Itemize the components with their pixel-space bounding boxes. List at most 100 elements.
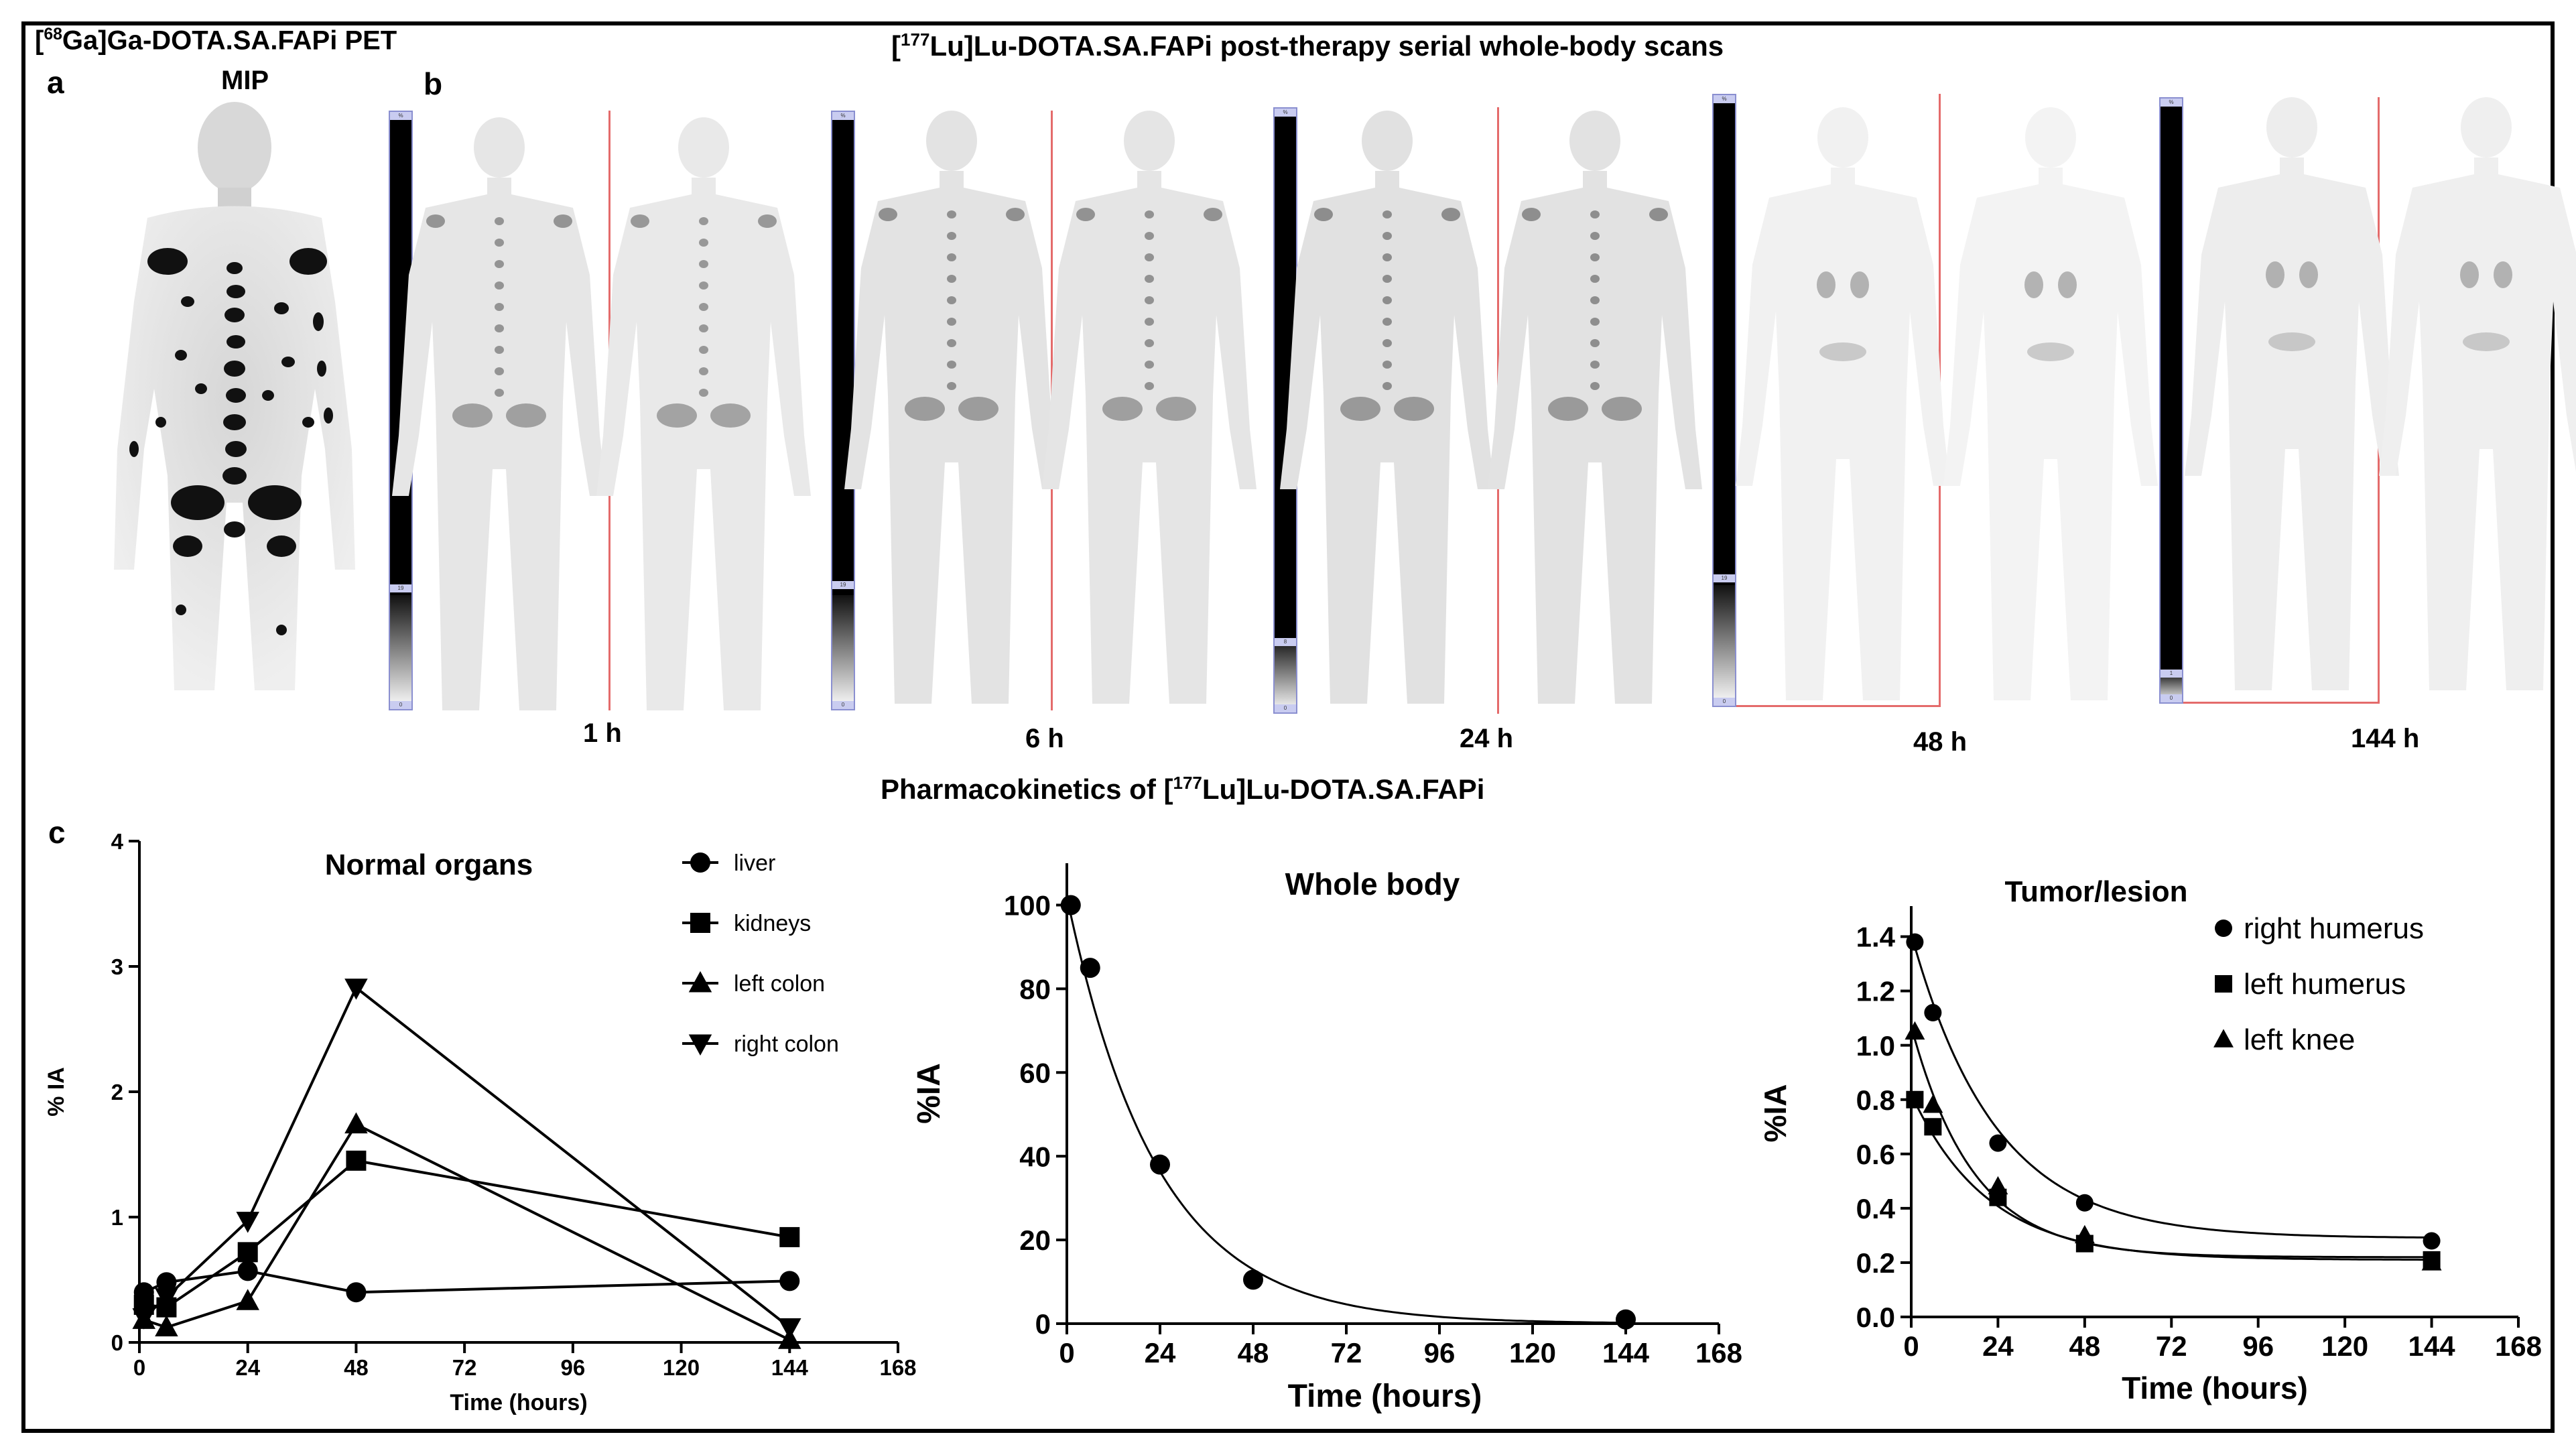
- series-left-humerus: left humerus: [1906, 968, 2441, 1269]
- scan-view: [2185, 97, 2399, 690]
- chart-title: Whole body: [1285, 867, 1460, 901]
- fit-curve: [1910, 934, 2432, 1239]
- y-tick-label: 80: [1019, 973, 1051, 1005]
- chart-title: Tumor/lesion: [2005, 875, 2188, 908]
- panel-a-title-text: Ga]Ga-DOTA.SA.FAPi PET: [62, 25, 397, 56]
- timepoint-label-1h: 1 h: [583, 718, 622, 748]
- data-point: [2423, 1232, 2441, 1250]
- y-tick-label: 1.0: [1856, 1030, 1895, 1062]
- x-tick-label: 120: [1509, 1337, 1556, 1369]
- data-point: [1924, 1118, 1942, 1136]
- color-scale-bar: % 1 0: [2159, 97, 2183, 704]
- scan-view: [844, 111, 1059, 704]
- x-tick-label: 0: [1059, 1337, 1074, 1369]
- y-tick-label: 1.4: [1856, 922, 1896, 953]
- data-point: [1905, 1021, 1925, 1040]
- data-point: [132, 1308, 155, 1330]
- y-tick-label: 0.2: [1856, 1247, 1895, 1279]
- x-tick-label: 72: [452, 1355, 477, 1380]
- color-scale-bar: % 19 0: [1712, 94, 1736, 707]
- data-point: [1060, 895, 1081, 915]
- x-axis-label: Time (hours): [1288, 1379, 1482, 1414]
- panel-a-letter: a: [47, 65, 64, 100]
- fit-curve: [1910, 1025, 2432, 1259]
- data-point: [2074, 1224, 2095, 1244]
- panel-b-isotope: 177: [901, 29, 930, 50]
- scan-view: [2379, 97, 2576, 690]
- data-point: [236, 1289, 259, 1310]
- data-point: [1080, 958, 1100, 978]
- x-tick-label: 24: [1982, 1330, 2014, 1362]
- legend-label: left humerus: [2244, 968, 2406, 1001]
- x-tick-label: 168: [2495, 1330, 2542, 1362]
- data-point: [344, 1112, 368, 1134]
- y-tick-label: 0.6: [1856, 1139, 1895, 1170]
- fit-curve: [1066, 896, 1626, 1324]
- x-axis-label: Time (hours): [450, 1390, 587, 1415]
- panel-c-letter: c: [48, 815, 66, 850]
- series-left-colon: left colon: [132, 971, 825, 1349]
- pet-mip-image: [114, 102, 355, 690]
- data-point: [237, 1261, 258, 1281]
- x-tick-label: 144: [1602, 1337, 1650, 1369]
- scan-view: [596, 117, 811, 710]
- scan-view: [392, 117, 606, 710]
- data-point: [1150, 1154, 1170, 1175]
- y-axis-label: %IA: [911, 1063, 947, 1124]
- x-axis-label: Time (hours): [2122, 1371, 2308, 1405]
- scan-view: [1280, 111, 1494, 704]
- data-point: [1924, 1004, 1942, 1022]
- scan-view: [1736, 107, 1950, 700]
- series-line: [143, 1159, 790, 1309]
- y-tick-label: 20: [1019, 1224, 1051, 1256]
- legend-label: liver: [734, 850, 775, 876]
- x-tick-label: 144: [771, 1355, 809, 1380]
- x-tick-label: 48: [1238, 1337, 1269, 1369]
- axes: 0 24 48 72 96 120 144 168 0 20 40 60 80 100 Time (hour…: [911, 863, 1742, 1414]
- y-tick-label: 1: [111, 1205, 123, 1230]
- legend-marker: [688, 1034, 712, 1056]
- data-point: [1989, 1134, 2007, 1152]
- y-tick-label: 0: [111, 1330, 123, 1355]
- view-divider: [1736, 705, 1939, 707]
- legend-label: left knee: [2244, 1023, 2355, 1056]
- y-tick-label: 2: [111, 1080, 123, 1104]
- y-tick-label: 0.8: [1856, 1084, 1895, 1116]
- panel-c-isotope: 177: [1173, 773, 1202, 793]
- legend-marker: [688, 971, 712, 993]
- x-tick-label: 48: [2069, 1330, 2100, 1362]
- series-right-colon: right colon: [132, 978, 839, 1340]
- series-right-humerus: right humerus: [1906, 912, 2441, 1250]
- legend-label: left colon: [734, 971, 825, 997]
- y-tick-label: 1.2: [1856, 976, 1895, 1007]
- data-point: [2075, 1194, 2094, 1212]
- x-tick-label: 24: [1145, 1337, 1176, 1369]
- legend-label: right colon: [734, 1031, 839, 1057]
- x-tick-label: 96: [2242, 1330, 2274, 1362]
- scan-view: [1488, 111, 1702, 704]
- y-tick-label: 40: [1019, 1141, 1051, 1172]
- panel-b-letter: b: [424, 66, 443, 101]
- data-point: [1243, 1269, 1263, 1290]
- y-tick-label: 0.4: [1856, 1193, 1896, 1224]
- data-point: [236, 1212, 259, 1233]
- x-tick-label: 96: [1424, 1337, 1456, 1369]
- legend-label: kidneys: [734, 911, 811, 936]
- x-tick-label: 72: [1331, 1337, 1362, 1369]
- data-point: [156, 1272, 177, 1293]
- x-tick-label: 168: [879, 1355, 916, 1380]
- panel-a-isotope: 68: [44, 25, 62, 44]
- y-axis-label: % IA: [44, 1067, 69, 1117]
- whole-body-scans: [392, 97, 2576, 710]
- panel-b-title: [177Lu]Lu-DOTA.SA.FAPi post-therapy seri…: [891, 29, 1724, 62]
- data-point: [346, 1150, 367, 1171]
- data-point: [1616, 1309, 1636, 1330]
- scan-view: [1943, 107, 2158, 700]
- legend-marker: [2215, 920, 2232, 937]
- data-point: [1923, 1094, 1943, 1113]
- x-tick-label: 48: [344, 1355, 369, 1380]
- y-axis-label: %IA: [1758, 1084, 1793, 1143]
- figure-frame: [21, 21, 2555, 1433]
- data-point: [237, 1242, 258, 1263]
- y-tick-label: 100: [1004, 890, 1051, 922]
